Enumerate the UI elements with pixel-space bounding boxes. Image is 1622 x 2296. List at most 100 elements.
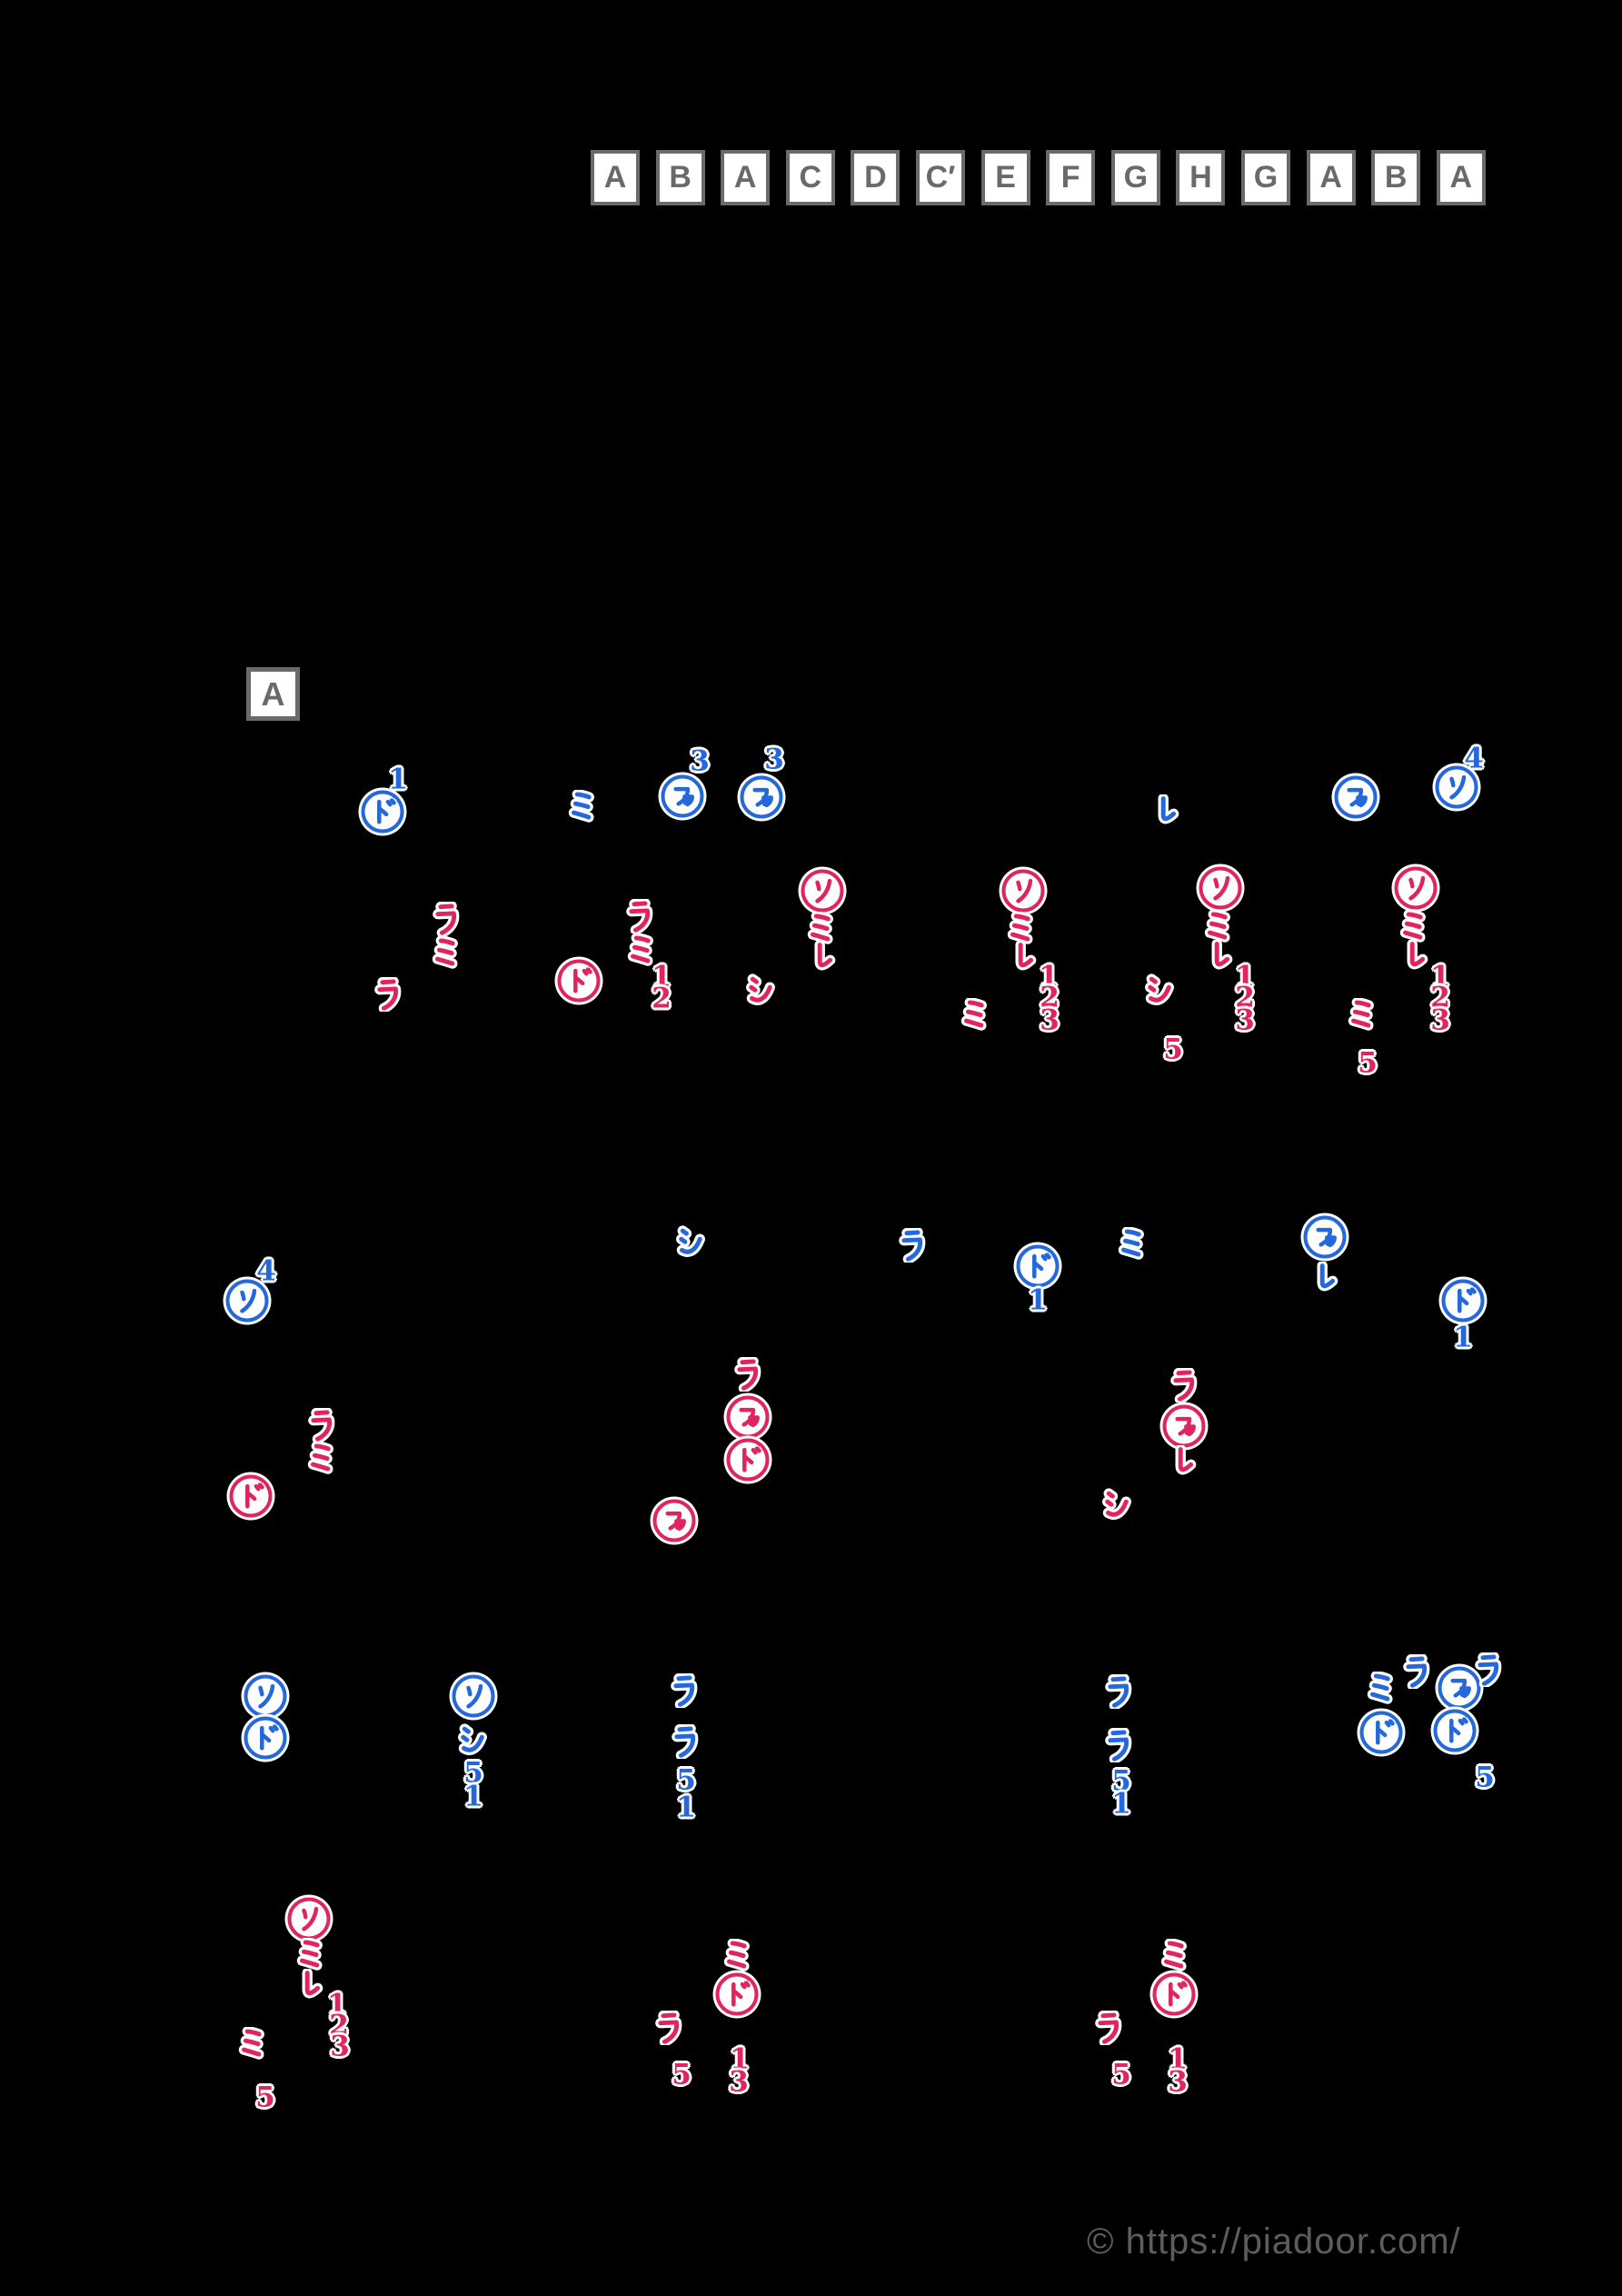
note-ra xyxy=(652,2011,686,2045)
note-circled-fa xyxy=(1438,1666,1481,1710)
structure-box-2: B xyxy=(655,150,705,205)
note-circled-fa xyxy=(1162,1404,1206,1448)
note-re xyxy=(1398,940,1433,974)
section-a-box: A xyxy=(246,667,300,721)
note-circled-so xyxy=(1001,869,1045,913)
structure-box-8: F xyxy=(1046,150,1096,205)
fingering-number-5: 5 xyxy=(255,2081,275,2114)
note-ra xyxy=(1091,2011,1126,2045)
fingering-number-3: 3 xyxy=(1040,1003,1060,1037)
structure-box-3: A xyxy=(721,150,771,205)
fingering-number-3: 3 xyxy=(330,2030,350,2063)
fingering-number-1: 1 xyxy=(1453,1321,1473,1354)
fingering-number-5: 5 xyxy=(1111,2058,1131,2091)
note-circled-do xyxy=(1359,1711,1403,1754)
note-mi xyxy=(235,2027,270,2061)
note-ra xyxy=(895,1228,930,1263)
note-ra xyxy=(1399,1654,1434,1689)
fingering-number-1: 1 xyxy=(730,2042,750,2076)
fingering-number-3: 3 xyxy=(729,2065,749,2099)
fingering-number-3: 3 xyxy=(764,743,784,776)
watermark-text: © https://piadoor.com/ xyxy=(1087,2221,1461,2261)
note-circled-fa xyxy=(726,1395,770,1439)
structure-box-4: C xyxy=(785,150,835,205)
note-circled-do xyxy=(557,959,601,1003)
note-shi xyxy=(1142,973,1177,1008)
note-shi xyxy=(673,1225,708,1260)
note-circled-do xyxy=(726,1438,770,1482)
fingering-number-2: 2 xyxy=(1235,981,1255,1014)
note-circled-so xyxy=(244,1674,287,1718)
structure-box-5: D xyxy=(851,150,901,205)
structure-box-13: B xyxy=(1371,150,1421,205)
section-a-label: A xyxy=(261,674,285,713)
note-mi xyxy=(1115,1227,1149,1262)
note-mi xyxy=(1364,1672,1398,1706)
note-circled-so xyxy=(287,1897,331,1941)
note-circled-so xyxy=(1435,765,1478,809)
fingering-number-2: 2 xyxy=(652,982,672,1015)
note-circled-so xyxy=(1394,866,1438,910)
note-ra xyxy=(668,1724,702,1759)
fingering-number-5: 5 xyxy=(672,2058,692,2091)
structure-box-10: H xyxy=(1176,150,1226,205)
fingering-number-1: 1 xyxy=(327,1988,347,2021)
note-mi xyxy=(565,790,600,824)
note-ra xyxy=(1101,1674,1136,1709)
note-re xyxy=(1007,941,1041,975)
fingering-number-1: 1 xyxy=(676,1791,696,1824)
note-shi xyxy=(1100,1488,1134,1522)
note-mi xyxy=(429,936,463,971)
fingering-number-5: 5 xyxy=(676,1763,696,1797)
note-circled-do xyxy=(1152,1972,1196,2016)
note-circled-so xyxy=(801,869,844,913)
note-circled-do xyxy=(715,1972,759,2016)
fingering-number-5: 5 xyxy=(1358,1046,1378,1080)
note-circled-fa xyxy=(1334,775,1378,819)
fingering-number-5: 5 xyxy=(1111,1764,1131,1798)
note-ra xyxy=(429,902,463,936)
structure-box-1: A xyxy=(591,150,640,205)
note-re xyxy=(1149,794,1184,829)
structure-box-11: G xyxy=(1241,150,1290,205)
fingering-number-1: 1 xyxy=(388,763,408,796)
note-ra xyxy=(1471,1652,1506,1687)
note-ra xyxy=(667,1673,702,1708)
fingering-number-1: 1 xyxy=(1039,960,1059,993)
note-re xyxy=(1203,940,1238,974)
note-circled-do xyxy=(229,1474,273,1518)
structure-box-7: E xyxy=(980,150,1030,205)
note-circled-fa xyxy=(661,774,704,818)
fingering-number-4: 4 xyxy=(256,1254,276,1288)
note-re xyxy=(294,1969,328,2003)
fingering-number-3: 3 xyxy=(1168,2065,1188,2099)
note-circled-do xyxy=(1441,1279,1485,1323)
note-re xyxy=(806,941,841,975)
note-mi xyxy=(1345,998,1379,1033)
structure-box-6: C′ xyxy=(916,150,965,205)
fingering-number-1: 1 xyxy=(1028,1283,1048,1317)
note-circled-do xyxy=(361,790,404,834)
fingering-number-1: 1 xyxy=(1111,1787,1131,1821)
note-mi xyxy=(1158,1939,1192,1973)
note-mi xyxy=(304,1442,339,1476)
note-circled-so xyxy=(225,1279,269,1323)
note-circled-do xyxy=(1016,1244,1060,1288)
note-circled-fa xyxy=(1303,1215,1347,1259)
note-ra xyxy=(371,977,405,1012)
fingering-number-1: 1 xyxy=(463,1780,483,1813)
note-ra xyxy=(1101,1728,1136,1762)
fingering-number-2: 2 xyxy=(329,2009,349,2042)
note-circled-so xyxy=(452,1674,495,1718)
note-circled-do xyxy=(244,1716,287,1760)
structure-box-14: A xyxy=(1436,150,1486,205)
note-circled-fa xyxy=(652,1499,696,1542)
fingering-number-1: 1 xyxy=(1168,2042,1188,2076)
fingering-number-2: 2 xyxy=(1040,981,1060,1014)
note-mi xyxy=(294,1938,328,1972)
fingering-number-1: 1 xyxy=(1235,960,1255,993)
note-ra xyxy=(1167,1368,1201,1403)
note-circled-do xyxy=(1433,1709,1477,1752)
fingering-number-3: 3 xyxy=(1430,1003,1450,1037)
